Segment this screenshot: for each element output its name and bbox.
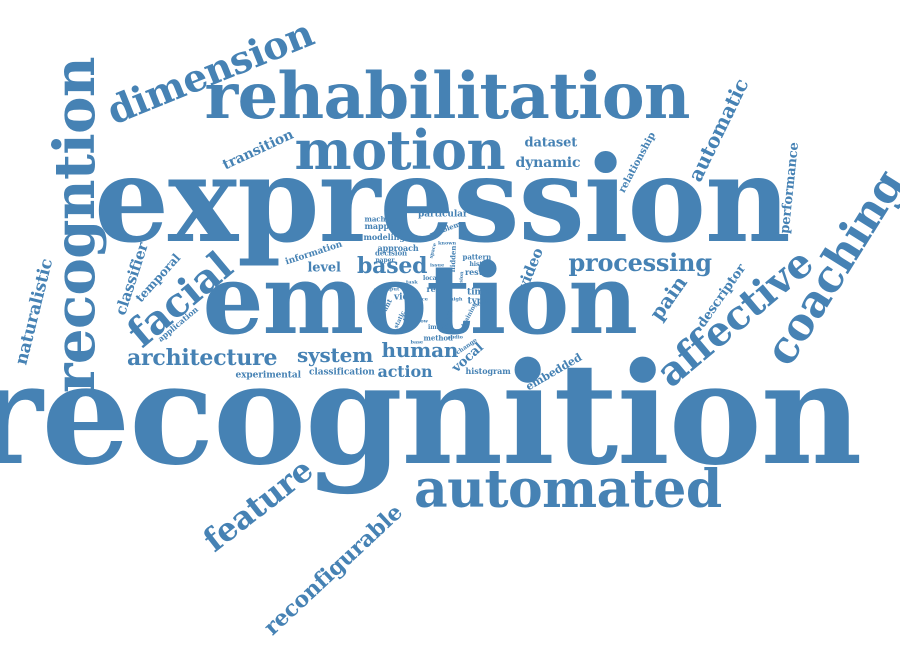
- word-audio: audio: [447, 334, 463, 341]
- word-face: face: [416, 296, 428, 303]
- word-view: view: [394, 292, 416, 303]
- word-type: type: [467, 296, 489, 307]
- word-based: based: [357, 253, 428, 279]
- word-low: low: [418, 318, 428, 325]
- word-history: history: [469, 261, 493, 268]
- word-human: human: [381, 338, 459, 362]
- word-rehabilitation: rehabilitation: [204, 59, 691, 134]
- word-action: action: [377, 362, 433, 381]
- word-modeling: modeling: [363, 232, 405, 242]
- word-base: base: [410, 339, 424, 346]
- word-reconfigurable: reconfigurable: [258, 499, 408, 641]
- word-high: high: [450, 296, 463, 303]
- word-recogntion: recogntion: [42, 56, 109, 394]
- word-known: known: [438, 240, 457, 247]
- word-particular: particular: [418, 209, 468, 220]
- word-method: method: [423, 333, 453, 343]
- word-paper: paper: [375, 257, 395, 264]
- word-system: system: [297, 343, 374, 367]
- word-machine: machine: [364, 214, 398, 224]
- word-dataset: dataset: [524, 135, 578, 151]
- word-result: result: [465, 267, 491, 277]
- word-expression: expression: [94, 130, 791, 269]
- word-approach: approach: [377, 243, 419, 253]
- word-pain: pain: [644, 271, 692, 325]
- word-motion: motion: [294, 118, 506, 182]
- word-decision: decision: [375, 248, 408, 258]
- word-automated: automated: [414, 459, 722, 520]
- word-experimental: experimental: [235, 370, 301, 381]
- word-image: image: [428, 324, 449, 331]
- word-issue: issue: [430, 262, 445, 269]
- word-architecture: architecture: [127, 345, 278, 371]
- word-time: time: [467, 287, 490, 298]
- word-pattern: pattern: [462, 252, 492, 262]
- word-level: level: [307, 260, 341, 276]
- word-emotion: emotion: [202, 243, 639, 356]
- word-input: input: [384, 286, 400, 293]
- word-hidden: hidden: [447, 245, 458, 273]
- word-mapping: mapping: [364, 221, 404, 231]
- word-local: local: [423, 275, 439, 282]
- word-processing: processing: [568, 248, 713, 277]
- word-dynamic: dynamic: [515, 155, 581, 171]
- word-histogram: histogram: [465, 366, 511, 376]
- word-task: task: [406, 279, 418, 286]
- word-real: real: [426, 284, 444, 294]
- word-classification: classification: [309, 367, 375, 378]
- word-recognition: recognition: [0, 333, 862, 497]
